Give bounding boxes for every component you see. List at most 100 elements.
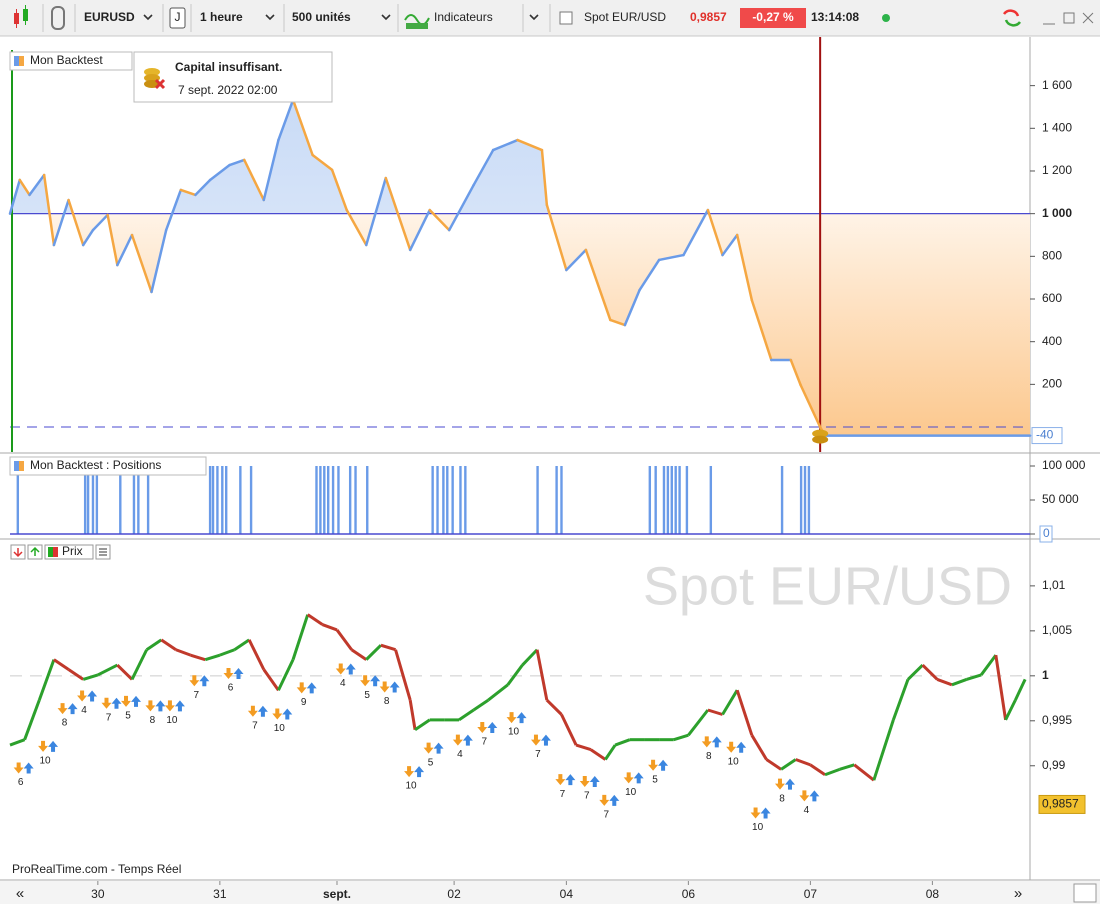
position-bar [208,465,212,535]
price-segment [335,629,353,651]
symbol[interactable]: EURUSD [84,10,135,24]
price-segment [853,763,875,782]
trade-marker: 5 [648,759,669,785]
position-bar [648,465,652,535]
chevron[interactable] [381,14,391,21]
y-tick-label: 1 [1042,668,1049,682]
link-icon[interactable] [51,6,65,30]
price-controls[interactable] [10,544,111,560]
position-bar [348,465,352,535]
price-segment [82,673,99,681]
trade-label: 8 [706,751,712,762]
buy-arrow [516,712,527,724]
x-tick-label: 08 [926,887,940,901]
buy-arrow [540,734,551,746]
equity-segment [565,248,588,272]
buy-arrow [487,721,498,733]
equity-segment [428,208,451,232]
trade-marker: 10 [272,708,293,734]
trade-marker: 5 [121,695,142,722]
mode[interactable]: J [175,10,181,24]
nav-right[interactable]: » [1014,885,1022,902]
buy-arrow [589,775,600,787]
trade-marker: 8 [57,703,78,729]
position-bar [807,465,811,535]
equity-segment [277,98,295,142]
buy-arrow [282,708,293,720]
x-tick-label: 02 [447,887,461,901]
price-segment [219,648,236,657]
trade-marker: 6 [13,762,34,788]
buy-arrow [111,697,122,709]
equity-segment [472,148,495,187]
info-icon[interactable] [559,11,573,25]
position-bar [560,465,563,535]
trade-label: 5 [652,774,658,785]
price-segment [175,648,192,657]
price-segment [673,733,689,742]
units[interactable]: 500 unités [292,10,351,24]
sync-icon[interactable] [1002,9,1022,27]
trade-marker: 10 [38,740,59,767]
candle-icon[interactable] [14,5,28,28]
indicator-icon[interactable] [404,14,430,29]
position-bar [132,465,136,535]
equity-segment [8,178,22,215]
price-segment [23,699,41,741]
chevron[interactable] [143,14,153,21]
mode-box[interactable] [169,7,186,29]
trade-label: 7 [106,712,112,723]
equity-segment [638,258,661,292]
scale-button[interactable] [1073,883,1097,903]
indicators[interactable]: Indicateurs [434,10,493,24]
equity-segment [18,178,31,197]
price-segment [966,673,982,681]
buy-arrow [414,766,425,778]
equity-segment [706,208,724,257]
price-segment [687,709,710,737]
price-segment [614,738,631,747]
price-segment [721,689,739,716]
price-segment [545,699,563,716]
equity-segment [81,228,95,247]
loss-area [49,213,1030,436]
trade-label: 9 [301,697,307,708]
trade-label: 7 [584,791,590,802]
price-segment [306,613,324,626]
price-segment [472,698,490,712]
price-segment [233,638,250,651]
position-bar [674,465,677,535]
price-segment [575,743,592,752]
price-segment [604,744,617,761]
chevron[interactable] [265,14,275,21]
trade-marker: 9 [296,682,317,708]
trade-marker: 10 [750,807,771,833]
price-segment [839,763,855,771]
trade-marker: 7 [101,697,122,723]
trade-label: 4 [804,805,810,816]
position-bar [315,465,318,535]
equity-segment [208,163,231,182]
trade-marker: 10 [164,700,185,726]
close[interactable] [1082,12,1094,24]
sell-arrow [599,794,610,806]
equity-segment [408,208,431,252]
buy-arrow [565,774,576,786]
sell-arrow [379,681,390,693]
trade-label: 7 [604,809,610,820]
position-bar [319,465,322,535]
equity-segment [447,183,475,232]
trade-label: 4 [340,678,346,689]
gain-area [10,99,1030,214]
period[interactable]: 1 heure [200,10,243,24]
position-bar [86,465,90,535]
tooltip [133,51,333,103]
maximize[interactable] [1063,12,1075,24]
chevron[interactable] [529,14,539,21]
position-bar [211,465,215,535]
trade-label: 8 [779,793,785,804]
nav-left[interactable]: « [16,885,24,902]
equity-title: Mon Backtest [30,53,103,67]
spot-price: 0,9857 [690,10,727,24]
trade-label: 10 [508,727,520,738]
